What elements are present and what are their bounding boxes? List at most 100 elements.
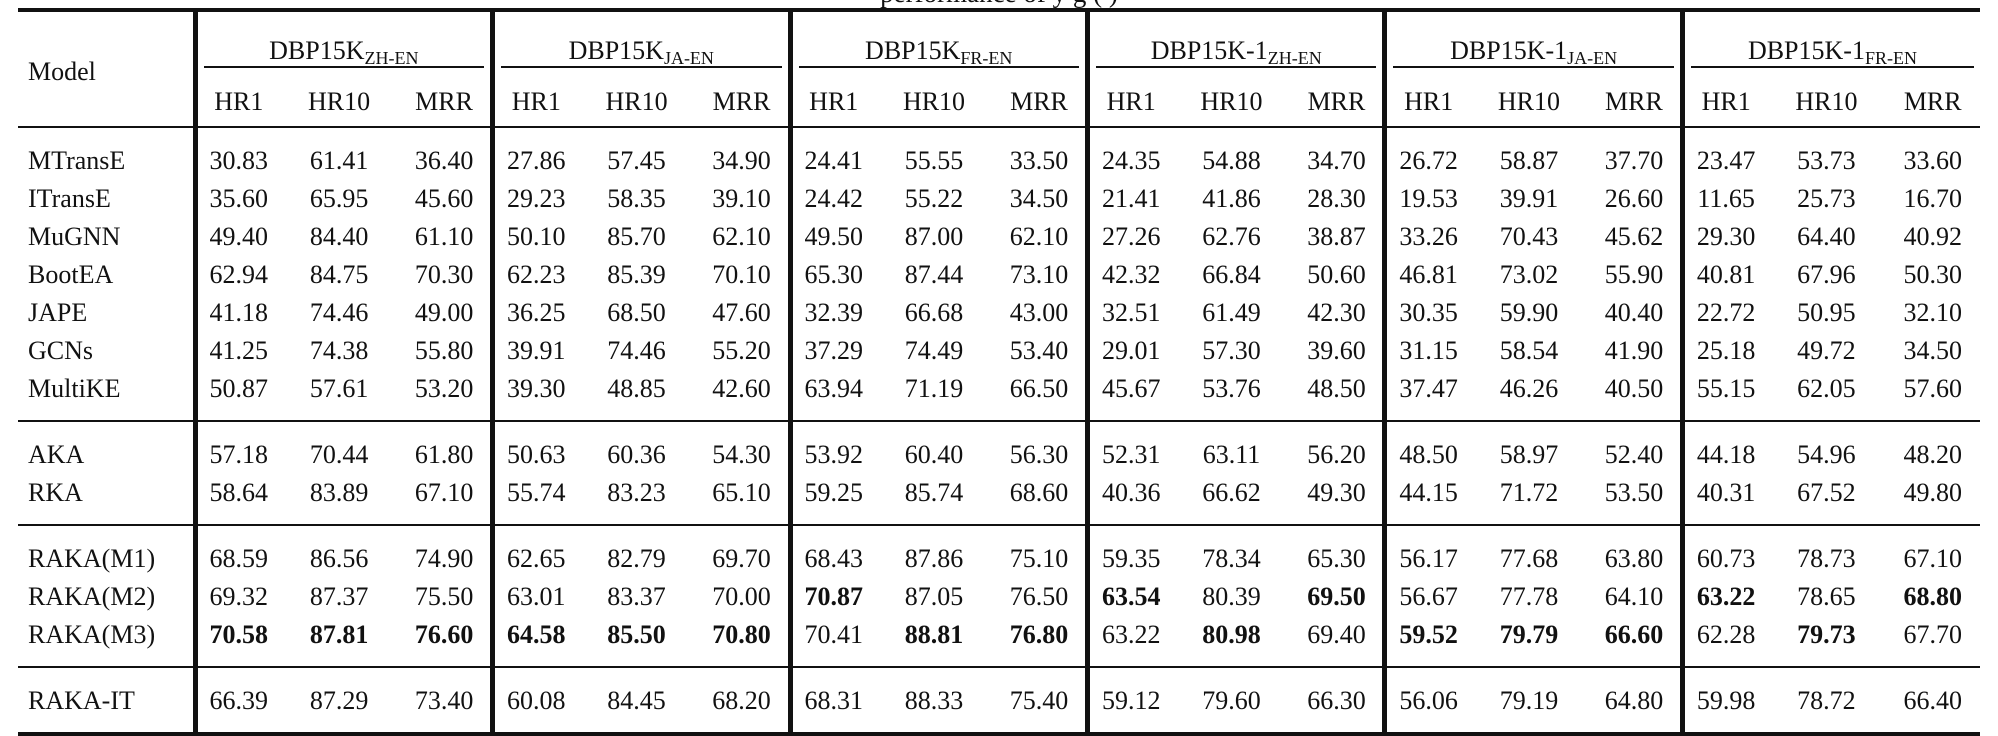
value-cell: 40.50 — [1604, 374, 1664, 403]
model-name-cell: JAPE — [28, 298, 88, 327]
value-cell: 59.35 — [1084, 524, 1173, 578]
value-cell: 59.52 — [1382, 616, 1470, 667]
value-cell: 75.50 — [414, 582, 474, 611]
metric-header-hr10: HR10 — [605, 87, 668, 116]
value-cell: 33.26 — [1382, 218, 1470, 256]
value-cell: 67.10 — [414, 478, 474, 507]
value-cell: 24.35 — [1084, 126, 1173, 180]
dataset-language-pair: JA-EN — [1567, 48, 1618, 68]
value-cell: 48.50 — [1307, 374, 1366, 403]
value-cell: 55.20 — [712, 336, 771, 365]
value-cell: 56.20 — [1290, 420, 1385, 474]
dataset-header-5: DBP15K-1FR-EN — [1679, 12, 1980, 78]
metric-header-hr10: HR10 — [902, 87, 966, 116]
table-row: ITransE 35.60 65.95 45.60 29.23 58.35 39.10 24.… — [18, 180, 1980, 218]
value-cell: 39.10 — [712, 184, 771, 213]
value-cell: 69.70 — [695, 524, 790, 578]
value-cell: 59.12 — [1084, 666, 1173, 732]
metric-header-hr10: HR10 — [1200, 87, 1263, 116]
value-cell: 53.50 — [1604, 478, 1664, 507]
value-cell: 65.10 — [712, 478, 771, 507]
value-cell: 26.60 — [1604, 184, 1664, 213]
value-cell: 74.46 — [607, 336, 666, 365]
value-cell: 31.15 — [1382, 332, 1470, 370]
dataset-language-pair: FR-EN — [1864, 48, 1917, 68]
model-name-cell: GCNs — [28, 336, 94, 365]
value-cell: 56.06 — [1382, 666, 1470, 732]
value-cell: 11.65 — [1679, 180, 1768, 218]
value-cell: 79.60 — [1172, 666, 1291, 732]
value-cell: 57.45 — [577, 126, 696, 180]
dataset-header-label: DBP15KJA-EN — [501, 36, 782, 68]
value-cell: 70.30 — [414, 260, 474, 289]
value-cell: 56.30 — [993, 420, 1088, 474]
table-row: RAKA(M3) 70.58 87.81 76.60 64.58 85.50 70.80 70… — [18, 616, 1980, 667]
value-cell: 66.84 — [1202, 260, 1261, 289]
model-name-cell: RKA — [28, 478, 83, 507]
value-cell: 85.39 — [607, 260, 666, 289]
dataset-language-pair: FR-EN — [960, 48, 1013, 68]
value-cell: 67.10 — [1885, 524, 1980, 578]
dataset-header-label: DBP15K-1ZH-EN — [1095, 36, 1377, 68]
value-cell: 29.23 — [490, 180, 578, 218]
value-cell: 52.31 — [1084, 420, 1173, 474]
dataset-base-name: DBP15K — [568, 36, 664, 65]
value-cell: 80.98 — [1202, 620, 1261, 649]
value-cell: 66.39 — [192, 666, 281, 732]
value-cell: 76.60 — [414, 620, 474, 649]
value-cell: 83.23 — [607, 478, 666, 507]
value-cell: 87.05 — [904, 582, 964, 611]
value-cell: 34.90 — [695, 126, 790, 180]
value-cell: 85.74 — [904, 478, 964, 507]
value-cell: 52.40 — [1587, 420, 1683, 474]
value-cell: 58.97 — [1469, 420, 1588, 474]
metric-header-mrr: MRR — [1605, 87, 1663, 116]
value-cell: 23.47 — [1679, 126, 1768, 180]
value-cell: 66.30 — [1290, 666, 1385, 732]
value-cell: 37.29 — [787, 332, 875, 370]
value-cell: 80.39 — [1202, 582, 1261, 611]
value-cell: 39.91 — [1499, 184, 1559, 213]
value-cell: 64.10 — [1604, 582, 1664, 611]
model-name-cell: AKA — [18, 420, 196, 474]
value-cell: 64.80 — [1587, 666, 1683, 732]
value-cell: 76.50 — [1009, 582, 1069, 611]
value-cell: 70.00 — [712, 582, 771, 611]
value-cell: 68.59 — [192, 524, 281, 578]
model-name-cell: RAKA(M3) — [28, 620, 156, 649]
metric-header-hr1: HR1 — [1084, 78, 1173, 127]
value-cell: 38.87 — [1307, 222, 1366, 251]
value-cell: 50.10 — [490, 218, 578, 256]
value-cell: 49.72 — [1797, 336, 1856, 365]
value-cell: 46.26 — [1499, 374, 1559, 403]
value-cell: 40.81 — [1679, 256, 1768, 294]
value-cell: 35.60 — [192, 180, 281, 218]
value-cell: 43.00 — [1009, 298, 1069, 327]
value-cell: 19.53 — [1382, 180, 1470, 218]
value-cell: 40.92 — [1903, 222, 1962, 251]
value-cell: 66.40 — [1885, 666, 1980, 732]
table-row: MultiKE 50.87 57.61 53.20 39.30 48.85 42.60 63.… — [18, 370, 1980, 421]
model-name-cell: MTransE — [18, 126, 196, 180]
value-cell: 54.88 — [1172, 126, 1291, 180]
value-cell: 41.18 — [192, 294, 281, 332]
value-cell: 42.30 — [1307, 298, 1366, 327]
value-cell: 77.68 — [1469, 524, 1588, 578]
value-cell: 79.79 — [1499, 620, 1559, 649]
value-cell: 83.89 — [309, 478, 369, 507]
value-cell: 73.10 — [1009, 260, 1069, 289]
value-cell: 28.30 — [1307, 184, 1366, 213]
value-cell: 57.18 — [192, 420, 281, 474]
value-cell: 66.50 — [1009, 374, 1069, 403]
value-cell: 78.34 — [1172, 524, 1291, 578]
table-row: RAKA-IT 66.39 87.29 73.40 60.08 84.45 68.20 68.… — [18, 666, 1980, 732]
value-cell: 41.90 — [1604, 336, 1664, 365]
value-cell: 16.70 — [1903, 184, 1962, 213]
value-cell: 49.50 — [787, 218, 875, 256]
metric-header-hr1: HR1 — [1382, 78, 1470, 127]
metric-header-mrr: MRR — [1903, 87, 1962, 116]
value-cell: 77.78 — [1499, 582, 1559, 611]
dataset-language-pair: ZH-EN — [364, 48, 419, 68]
value-cell: 36.40 — [398, 126, 493, 180]
dataset-base-name: DBP15K-1 — [1747, 36, 1865, 65]
